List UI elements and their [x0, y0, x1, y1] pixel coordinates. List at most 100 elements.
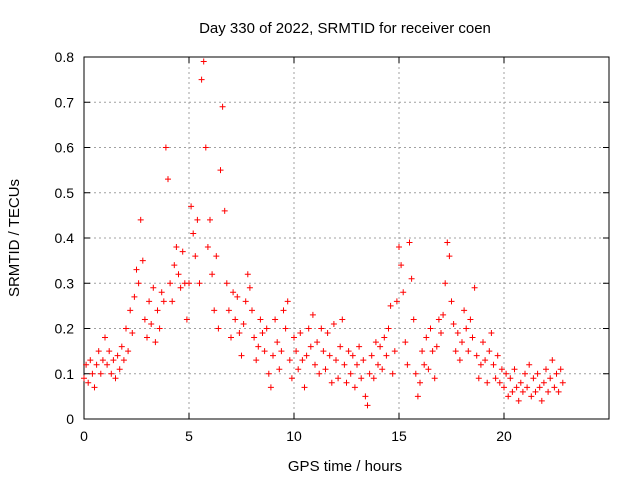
data-point [299, 357, 306, 364]
data-point [137, 216, 144, 223]
data-point [528, 393, 535, 400]
data-point [404, 361, 411, 368]
data-point [228, 334, 234, 341]
data-point [158, 289, 165, 296]
data-point [536, 384, 543, 391]
data-point [194, 216, 201, 223]
data-point [89, 370, 96, 377]
data-point [116, 366, 123, 373]
data-point [242, 298, 249, 305]
data-point [150, 284, 157, 291]
data-point [192, 253, 199, 260]
data-point [559, 379, 566, 386]
data-point [102, 334, 108, 341]
data-point [419, 348, 426, 355]
data-point [412, 370, 419, 377]
data-point [305, 325, 312, 332]
data-point [221, 207, 228, 214]
data-point [398, 262, 405, 269]
data-point [270, 352, 276, 359]
data-point [543, 366, 549, 373]
data-point [81, 375, 87, 382]
data-point [200, 58, 207, 65]
data-point [402, 339, 409, 346]
data-point [225, 307, 232, 314]
data-point [85, 379, 92, 386]
chart-title: Day 330 of 2022, SRMTID for receiver coe… [199, 20, 491, 37]
data-point [463, 325, 470, 332]
y-tick-label: 0.5 [55, 185, 75, 201]
data-point [337, 343, 344, 350]
data-point [358, 375, 365, 382]
data-point [440, 311, 447, 318]
y-tick-label: 0.4 [55, 230, 75, 246]
data-point [330, 320, 337, 327]
data-point [549, 357, 556, 364]
data-point [173, 244, 180, 251]
data-point [501, 384, 507, 391]
data-point [104, 361, 111, 368]
y-tick-label: 0.8 [55, 49, 75, 65]
data-point [480, 339, 486, 346]
data-point [318, 325, 325, 332]
data-point [534, 370, 541, 377]
data-point [215, 325, 222, 332]
data-point [345, 348, 352, 355]
data-point [360, 357, 367, 364]
data-point [141, 316, 148, 323]
data-point [204, 244, 211, 251]
data-point [526, 361, 533, 368]
data-point [125, 348, 132, 355]
data-point [272, 316, 279, 323]
data-point [293, 348, 300, 355]
data-point [347, 370, 354, 377]
data-point [209, 271, 216, 278]
data-point [547, 375, 554, 382]
data-point [186, 280, 192, 287]
data-point [505, 393, 512, 400]
data-point [251, 334, 258, 341]
data-point [265, 370, 272, 377]
data-point [343, 379, 350, 386]
data-point [427, 325, 434, 332]
grid-lines [84, 57, 609, 419]
x-tick-label: 15 [391, 428, 407, 444]
data-point [509, 388, 516, 395]
data-point [354, 361, 360, 368]
data-point [335, 375, 342, 382]
data-point [291, 334, 297, 341]
data-points [81, 58, 566, 409]
data-point [438, 330, 444, 337]
data-point [297, 330, 304, 337]
data-point [267, 384, 274, 391]
data-point [391, 348, 398, 355]
data-point [110, 357, 117, 364]
data-point [282, 325, 289, 332]
data-point [448, 298, 455, 305]
data-point [322, 366, 329, 373]
data-point [179, 248, 186, 255]
data-point [393, 298, 400, 305]
data-point [154, 307, 161, 314]
data-point [301, 384, 308, 391]
data-point [167, 280, 174, 287]
x-tick-label: 10 [286, 428, 302, 444]
data-point [314, 339, 321, 346]
data-point [496, 379, 503, 386]
data-point [442, 280, 449, 287]
data-point [238, 352, 245, 359]
data-point [91, 384, 98, 391]
data-point [223, 280, 230, 287]
data-point [486, 348, 493, 355]
x-tick-label: 20 [496, 428, 512, 444]
data-point [417, 379, 423, 386]
data-point [303, 352, 310, 359]
data-point [135, 280, 142, 287]
data-point [97, 370, 104, 377]
data-point [532, 388, 539, 395]
data-point [234, 293, 241, 300]
data-point [118, 343, 125, 350]
data-point [255, 343, 262, 350]
data-point [236, 330, 243, 337]
